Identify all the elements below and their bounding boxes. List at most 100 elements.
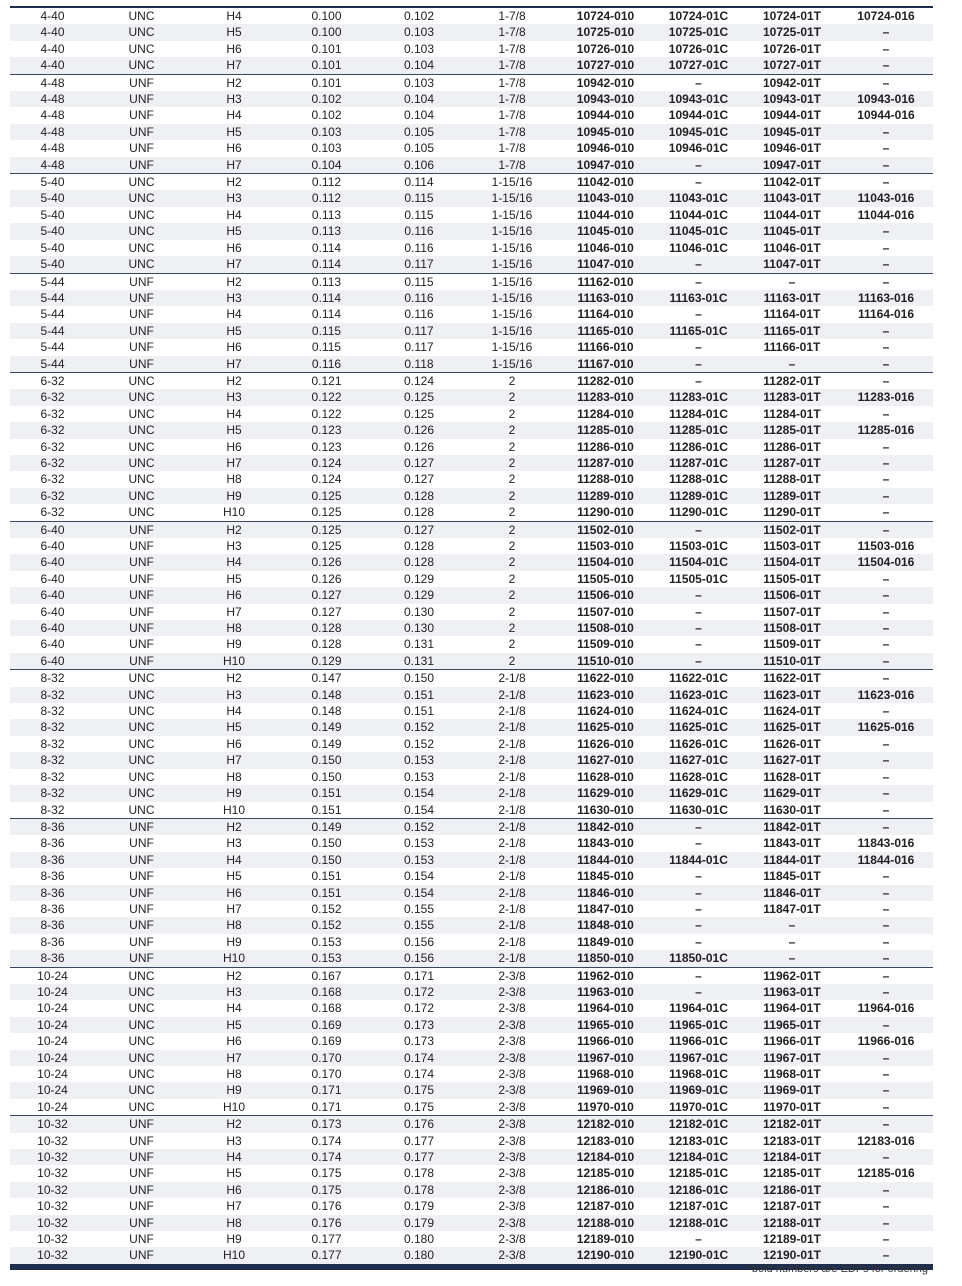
edp-cell: 11965-010 (559, 1016, 652, 1034)
edp-cell: 10943-016 (839, 91, 933, 108)
table-cell: 0.101 (311, 41, 342, 56)
table-cell: UNF (129, 1199, 154, 1214)
table-cell: 0.150 (311, 836, 342, 851)
edp-cell: 11044-010 (577, 207, 634, 222)
table-cell: 8-32 (40, 769, 65, 784)
table-row: 10-32 UNF H7 0.176 0.179 2-3/8 12187-010 12187-… (10, 1198, 933, 1214)
table-cell: UNF (95, 289, 188, 307)
edp-cell: – (839, 24, 933, 41)
edp-cell: 11844-01C (652, 851, 745, 869)
table-cell: 5-44 (10, 289, 95, 307)
table-cell: 0.117 (404, 340, 434, 355)
table-cell: 0.124 (373, 371, 465, 390)
table-cell: 0.103 (373, 24, 465, 41)
edp-cell: – (839, 73, 933, 92)
table-row: 6-40 UNF H3 0.125 0.128 2 11503-010 11503-01C 11… (10, 538, 933, 554)
table-cell: 0.154 (403, 802, 435, 817)
edp-cell: 11288-01C (669, 472, 728, 487)
edp-cell: 11625-01T (745, 719, 839, 736)
edp-cell: – (695, 869, 702, 884)
edp-cell: 11629-01C (652, 785, 745, 802)
table-cell: 0.174 (373, 1049, 465, 1066)
table-cell: 0.168 (311, 1001, 342, 1016)
edp-cell: 11623-01T (745, 686, 839, 704)
table-row: 4-40 UNC H4 0.100 0.102 1-7/8 10724-010 10724-0… (10, 7, 933, 24)
table-cell: H2 (188, 173, 280, 191)
table-cell: 0.170 (280, 1049, 373, 1066)
table-cell: 0.168 (280, 983, 373, 1001)
table-cell: H7 (188, 355, 280, 373)
table-cell: UNC (95, 173, 188, 191)
table-cell: 1-15/16 (465, 272, 559, 290)
edp-cell: 11290-010 (577, 505, 634, 520)
edp-cell: 10946-01C (668, 141, 729, 156)
table-cell: UNC (128, 802, 155, 817)
table-cell: UNC (128, 9, 155, 23)
edp-cell: – (652, 520, 745, 538)
edp-cell: 11623-016 (839, 686, 933, 704)
edp-cell: – (839, 256, 933, 273)
edp-cell: 12190-010 (559, 1247, 652, 1267)
table-row: 4-48 UNF H2 0.101 0.103 1-7/8 10942-010–10942-… (10, 73, 933, 92)
edp-cell: – (839, 620, 933, 637)
edp-cell: – (839, 223, 933, 240)
edp-cell: – (882, 869, 890, 884)
edp-cell: – (695, 934, 702, 949)
table-cell: 10-32 (37, 1133, 68, 1148)
table-cell: UNF (129, 1133, 154, 1148)
table-cell: 6-40 (40, 539, 65, 553)
edp-cell: – (882, 637, 890, 652)
table-cell: 0.127 (373, 454, 465, 472)
table-cell: UNF (95, 355, 188, 373)
table-cell: UNF (129, 539, 154, 553)
table-cell: 8-32 (10, 669, 95, 687)
table-cell: H5 (188, 422, 280, 439)
edp-cell: 11284-010 (577, 406, 634, 421)
edp-cell: – (695, 836, 702, 851)
table-cell: 2-1/8 (465, 669, 559, 687)
table-cell: 5-44 (10, 322, 95, 340)
table-row: 10-32 UNF H10 0.177 0.180 2-3/8 12190-010 12190… (10, 1247, 933, 1267)
edp-cell: 11969-01C (652, 1082, 745, 1099)
table-cell: 0.118 (373, 355, 465, 373)
edp-cell: 11846-01T (745, 884, 839, 901)
table-row: 6-32 UNC H9 0.125 0.128 2 11289-010 11289-01C 11… (10, 487, 933, 505)
edp-cell: 11962-01T (745, 966, 839, 984)
edp-cell: 12182-010 (559, 1115, 652, 1133)
edp-cell: – (839, 652, 933, 670)
edp-cell: – (839, 156, 933, 174)
edp-cell: – (839, 173, 933, 191)
edp-cell: – (882, 340, 890, 355)
edp-cell: 11630-01C (669, 802, 728, 817)
table-cell: 0.177 (403, 1133, 435, 1148)
table-cell: 2-1/8 (465, 785, 559, 802)
table-cell: 8-32 (40, 802, 65, 817)
edp-cell: – (839, 123, 933, 141)
table-cell: 0.148 (311, 704, 342, 719)
edp-cell: 10947-010 (559, 156, 652, 174)
edp-cell: 11504-01C (652, 554, 745, 571)
edp-cell: 12184-01T (745, 1149, 839, 1166)
edp-cell: 10945-010 (559, 123, 652, 141)
edp-cell: 11630-01T (763, 802, 821, 817)
table-cell: H9 (226, 1232, 242, 1247)
edp-cell: – (882, 736, 890, 751)
table-cell: 2-3/8 (465, 966, 559, 984)
table-cell: H9 (188, 1082, 280, 1099)
table-cell: 8-36 (10, 851, 95, 869)
table-cell: H6 (188, 884, 280, 901)
table-cell: H8 (226, 472, 242, 487)
edp-cell: 11849-010 (577, 934, 634, 949)
table-cell: 6-32 (10, 371, 95, 390)
table-cell: 10-24 (10, 966, 95, 984)
edp-cell: – (652, 587, 745, 604)
table-cell: 0.147 (280, 669, 373, 687)
table-cell: H6 (226, 41, 242, 56)
table-cell: 0.102 (280, 91, 373, 108)
table-cell: H6 (226, 439, 242, 454)
table-cell: 0.129 (373, 587, 465, 604)
edp-cell: 11042-01T (745, 173, 839, 191)
table-cell: 6-40 (40, 571, 65, 586)
table-cell: 0.167 (280, 966, 373, 984)
edp-cell: – (695, 340, 702, 355)
